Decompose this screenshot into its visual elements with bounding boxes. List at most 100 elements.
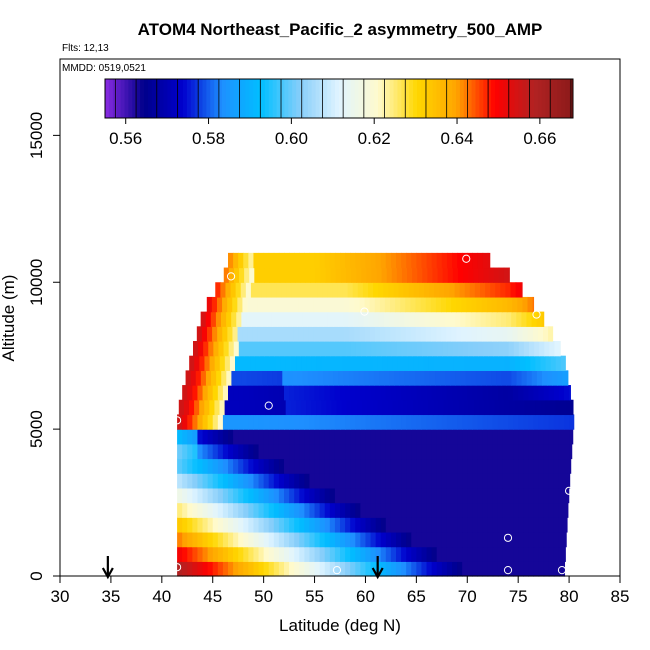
curtain-cell bbox=[344, 326, 351, 342]
curtain-cell bbox=[360, 561, 367, 577]
curtain-cell bbox=[243, 429, 249, 445]
curtain-cell bbox=[233, 531, 239, 548]
curtain-cell bbox=[462, 487, 468, 504]
curtain-cell bbox=[396, 517, 402, 533]
curtain-cell bbox=[326, 355, 333, 371]
curtain-cell bbox=[284, 531, 290, 548]
curtain-cell bbox=[498, 341, 505, 357]
curtain-cell bbox=[177, 458, 183, 474]
curtain-cell bbox=[273, 473, 280, 489]
curtain-cell bbox=[283, 296, 289, 313]
curtain-cell bbox=[558, 443, 565, 460]
curtain-cell bbox=[520, 355, 526, 371]
curtain-cell bbox=[304, 546, 311, 562]
curtain-cell bbox=[331, 399, 338, 416]
curtain-cell bbox=[192, 487, 199, 504]
curtain-cell bbox=[495, 282, 501, 298]
curtain-cell bbox=[457, 341, 464, 357]
curtain-cell bbox=[477, 385, 484, 401]
curtain-cell bbox=[340, 252, 346, 269]
curtain-cell bbox=[408, 282, 415, 298]
curtain-cell bbox=[285, 355, 292, 371]
curtain-cell bbox=[273, 517, 280, 533]
sample-point bbox=[462, 254, 471, 263]
curtain-cell bbox=[375, 473, 382, 489]
curtain-cell bbox=[207, 561, 214, 577]
curtain-cell bbox=[217, 443, 224, 460]
curtain-cell bbox=[479, 355, 486, 371]
curtain-cell bbox=[375, 443, 382, 460]
curtain-cell bbox=[212, 473, 219, 489]
curtain-cell bbox=[360, 252, 367, 269]
curtain-cell bbox=[182, 546, 188, 562]
colorbar-segment bbox=[155, 79, 161, 118]
curtain-cell bbox=[480, 370, 487, 386]
curtain-cell bbox=[569, 429, 574, 445]
curtain-cell bbox=[319, 517, 326, 533]
curtain-cell bbox=[212, 561, 219, 577]
curtain-cell bbox=[278, 385, 285, 401]
curtain-cell bbox=[545, 399, 552, 416]
curtain-cell bbox=[543, 443, 550, 460]
curtain-cell bbox=[281, 282, 288, 298]
curtain-cell bbox=[304, 517, 311, 533]
curtain-cell bbox=[375, 531, 382, 548]
curtain-cell bbox=[401, 473, 407, 489]
curtain-cell bbox=[375, 252, 382, 269]
curtain-cell bbox=[507, 296, 513, 313]
curtain-cell bbox=[323, 370, 329, 386]
curtain-cell bbox=[421, 473, 428, 489]
curtain-cell bbox=[334, 296, 340, 313]
curtain-cell bbox=[248, 414, 255, 430]
curtain-cell bbox=[503, 267, 510, 283]
curtain-cell bbox=[446, 546, 453, 562]
curtain-cell bbox=[351, 399, 358, 416]
curtain-cell bbox=[329, 326, 335, 342]
curtain-cell bbox=[295, 267, 301, 283]
curtain-cell bbox=[380, 385, 387, 401]
curtain-cell bbox=[322, 282, 328, 298]
curtain-cell bbox=[359, 296, 366, 313]
curtain-cell bbox=[199, 399, 205, 416]
curtain-cell bbox=[296, 355, 302, 371]
curtain-cell bbox=[411, 517, 417, 533]
curtain-cell bbox=[526, 311, 533, 327]
curtain-cell bbox=[289, 546, 295, 562]
curtain-cell bbox=[518, 517, 524, 533]
curtain-cell bbox=[502, 546, 509, 562]
curtain-cell bbox=[409, 311, 416, 327]
colorbar-segment bbox=[534, 79, 539, 118]
curtain-cell bbox=[350, 487, 356, 504]
curtain-cell bbox=[401, 385, 407, 401]
curtain-cell bbox=[274, 267, 281, 283]
curtain-cell bbox=[487, 429, 494, 445]
curtain-cell bbox=[207, 502, 214, 518]
curtain-cell bbox=[440, 296, 447, 313]
curtain-cell bbox=[291, 355, 297, 371]
curtain-cell bbox=[248, 517, 255, 533]
curtain-cell bbox=[396, 429, 402, 445]
curtain-cell bbox=[446, 443, 453, 460]
curtain-cell bbox=[371, 341, 377, 357]
curtain-cell bbox=[265, 355, 272, 371]
curtain-cell bbox=[477, 473, 484, 489]
curtain-cell bbox=[507, 326, 514, 342]
curtain-cell bbox=[248, 531, 255, 548]
colorbar-segment bbox=[362, 79, 367, 118]
curtain-cell bbox=[467, 252, 473, 269]
curtain-cell bbox=[417, 267, 423, 283]
curtain-cell bbox=[317, 370, 324, 386]
curtain-cell bbox=[264, 341, 270, 357]
curtain-cell bbox=[360, 531, 367, 548]
curtain-cell bbox=[345, 414, 351, 430]
curtain-cell bbox=[217, 561, 224, 577]
curtain-cell bbox=[453, 355, 460, 371]
curtain-cell bbox=[233, 546, 239, 562]
curtain-cell bbox=[425, 296, 432, 313]
curtain-cell bbox=[537, 326, 544, 342]
curtain-cell bbox=[380, 546, 387, 562]
curtain-cell bbox=[365, 502, 372, 518]
curtain-cell bbox=[396, 252, 402, 269]
curtain-cell bbox=[385, 561, 392, 577]
curtain-cell bbox=[368, 282, 374, 298]
